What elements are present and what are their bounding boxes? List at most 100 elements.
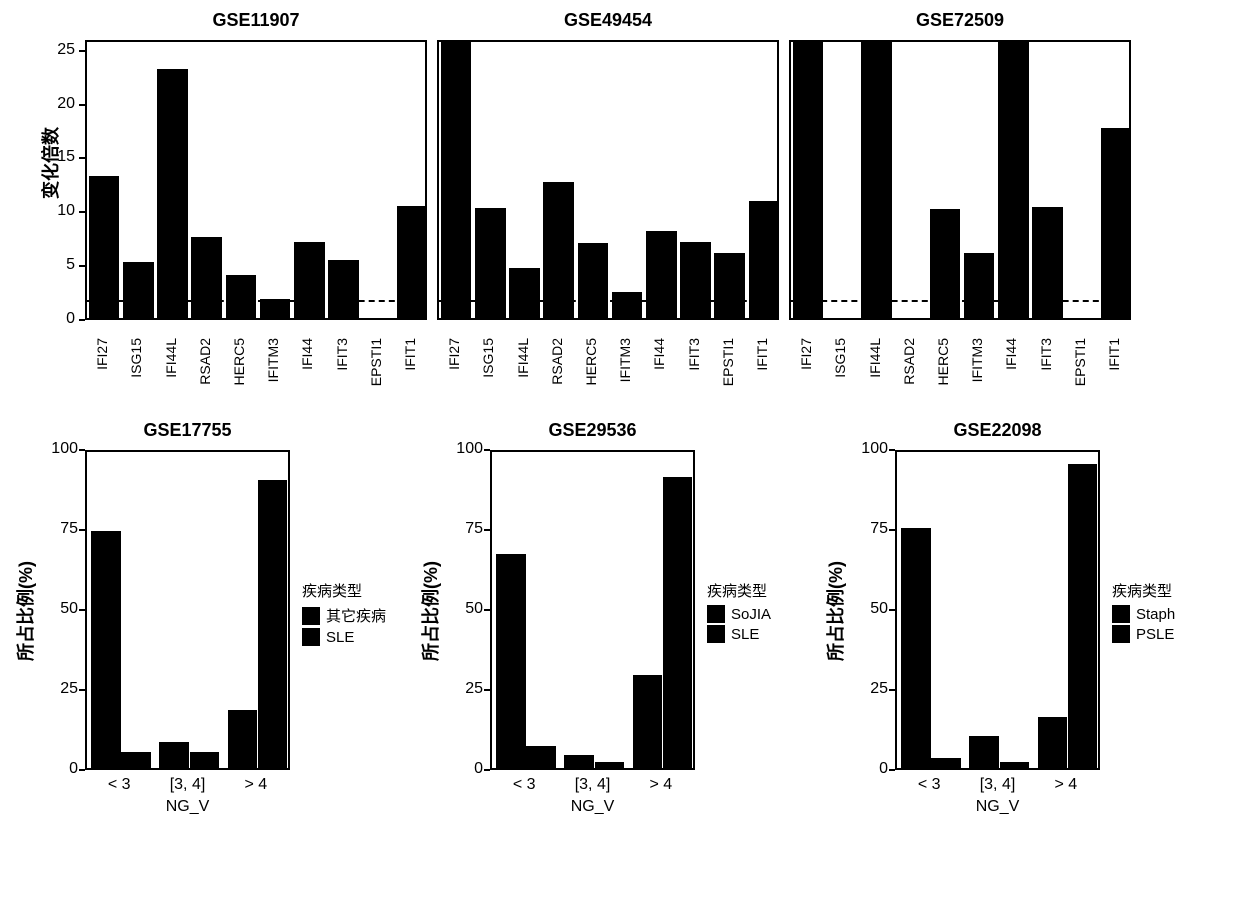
bar (930, 209, 961, 318)
bar (226, 275, 257, 318)
legend-swatch (707, 605, 725, 623)
bar (228, 710, 257, 768)
ytick-mark (484, 689, 490, 691)
bar (543, 182, 574, 318)
ytick-mark (889, 609, 895, 611)
legend-swatch (302, 628, 320, 646)
xtick-label: IFI27 (94, 338, 110, 428)
bar (441, 40, 472, 318)
ytick-label: 100 (40, 440, 78, 458)
xtick-label: [3, 4] (153, 776, 221, 794)
bar (123, 262, 154, 318)
bar (159, 742, 188, 768)
bar (157, 69, 188, 318)
plot-area (789, 40, 1131, 320)
ytick-mark (79, 50, 85, 52)
bar (633, 675, 662, 768)
bar (89, 176, 120, 318)
legend-item: SoJIA (707, 605, 771, 623)
ytick-mark (79, 449, 85, 451)
bottom-ylabel: 所占比例(%) (12, 511, 38, 711)
panel-title: GSE11907 (85, 10, 427, 31)
panel-title: GSE72509 (789, 10, 1131, 31)
panel-title: GSE17755 (85, 420, 290, 441)
legend-label: PSLE (1136, 626, 1174, 643)
ytick-label: 50 (445, 600, 483, 618)
xtick-label: IFIT3 (686, 338, 702, 428)
bar (646, 231, 677, 318)
bar (998, 40, 1029, 318)
ytick-mark (889, 529, 895, 531)
xtick-label: EPSTI1 (368, 338, 384, 428)
bar (258, 480, 287, 768)
ytick-label: 50 (850, 600, 888, 618)
xtick-label: IFITM3 (265, 338, 281, 428)
legend: 疾病类型其它疾病SLE (302, 580, 386, 648)
bar (1038, 717, 1067, 768)
bar (1000, 762, 1029, 768)
bar (260, 299, 291, 318)
ytick-label: 15 (45, 148, 75, 166)
xtick-label: > 4 (222, 776, 290, 794)
bar (496, 554, 525, 768)
bar (190, 752, 219, 768)
top-row: GSE119070510152025IFI27ISG15IFI44LRSAD2H… (0, 10, 1240, 430)
ytick-label: 0 (445, 760, 483, 778)
xtick-label: EPSTI1 (1072, 338, 1088, 428)
ytick-label: 5 (45, 256, 75, 274)
ytick-mark (484, 529, 490, 531)
legend-swatch (1112, 605, 1130, 623)
xtick-label: IFI44 (299, 338, 315, 428)
legend-swatch (1112, 625, 1130, 643)
ytick-mark (79, 689, 85, 691)
xtick-label: IFIT1 (1106, 338, 1122, 428)
ytick-mark (484, 449, 490, 451)
ytick-mark (889, 769, 895, 771)
ytick-mark (484, 609, 490, 611)
xtick-label: RSAD2 (197, 338, 213, 428)
bar (861, 40, 892, 318)
plot-area (85, 450, 290, 770)
bar (680, 242, 711, 318)
ytick-mark (79, 319, 85, 321)
ytick-mark (79, 104, 85, 106)
xtick-label: [3, 4] (558, 776, 626, 794)
xtick-label: IFIT3 (1038, 338, 1054, 428)
ytick-label: 0 (45, 310, 75, 328)
xtick-label: HERC5 (935, 338, 951, 428)
ytick-mark (79, 211, 85, 213)
bar (294, 242, 325, 318)
xtick-label: IFITM3 (617, 338, 633, 428)
legend-label: SoJIA (731, 606, 771, 623)
bar (564, 755, 593, 768)
xtick-label: EPSTI1 (720, 338, 736, 428)
xtick-label: IFI44 (651, 338, 667, 428)
ytick-label: 75 (850, 520, 888, 538)
plot-area (85, 40, 427, 320)
bottom-ylabel: 所占比例(%) (822, 511, 848, 711)
ytick-mark (79, 609, 85, 611)
legend-label: SLE (326, 629, 354, 646)
panel-title: GSE29536 (490, 420, 695, 441)
bar (509, 268, 540, 318)
bar (91, 531, 120, 768)
bar (931, 758, 960, 768)
xtick-label: ISG15 (832, 338, 848, 428)
bar (969, 736, 998, 768)
bar (578, 243, 609, 318)
xtick-label: < 3 (895, 776, 963, 794)
legend-swatch (302, 607, 320, 625)
legend-item: Staph (1112, 605, 1175, 623)
ytick-mark (889, 449, 895, 451)
xtick-label: < 3 (490, 776, 558, 794)
legend-item: 其它疾病 (302, 605, 386, 626)
bar (612, 292, 643, 318)
bar (714, 253, 745, 318)
legend-title: 疾病类型 (707, 580, 771, 601)
bar (793, 40, 824, 318)
xtick-label: > 4 (1032, 776, 1100, 794)
xtick-label: RSAD2 (901, 338, 917, 428)
ytick-label: 100 (850, 440, 888, 458)
ytick-mark (79, 265, 85, 267)
ytick-label: 0 (850, 760, 888, 778)
